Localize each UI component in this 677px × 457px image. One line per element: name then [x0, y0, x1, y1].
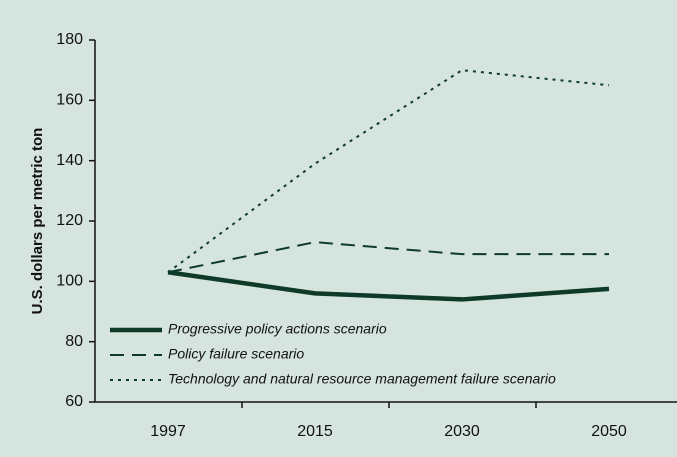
series-line: [167, 270, 610, 302]
legend-label: Technology and natural resource manageme…: [168, 371, 556, 387]
y-tick-label: 180: [56, 31, 83, 48]
y-tick-label: 120: [56, 212, 83, 229]
legend: Progressive policy actions scenario Polic…: [110, 321, 556, 387]
legend-label: Progressive policy actions scenario: [168, 321, 387, 337]
series-line: [167, 241, 609, 274]
y-tick-label: 160: [56, 92, 83, 109]
y-tick-label: 80: [65, 333, 83, 350]
y-axis-label: U.S. dollars per metric ton: [29, 128, 46, 315]
y-tick-label: 100: [56, 273, 83, 290]
legend-label: Policy failure scenario: [168, 346, 304, 362]
series-line: [167, 69, 610, 274]
y-tick-label: 140: [56, 152, 83, 169]
x-tick-label: 2015: [297, 423, 333, 440]
y-tick-label: 60: [65, 393, 83, 410]
x-tick-label: 2030: [444, 423, 480, 440]
x-tick-label: 2050: [591, 423, 627, 440]
x-tick-label: 1997: [150, 423, 186, 440]
